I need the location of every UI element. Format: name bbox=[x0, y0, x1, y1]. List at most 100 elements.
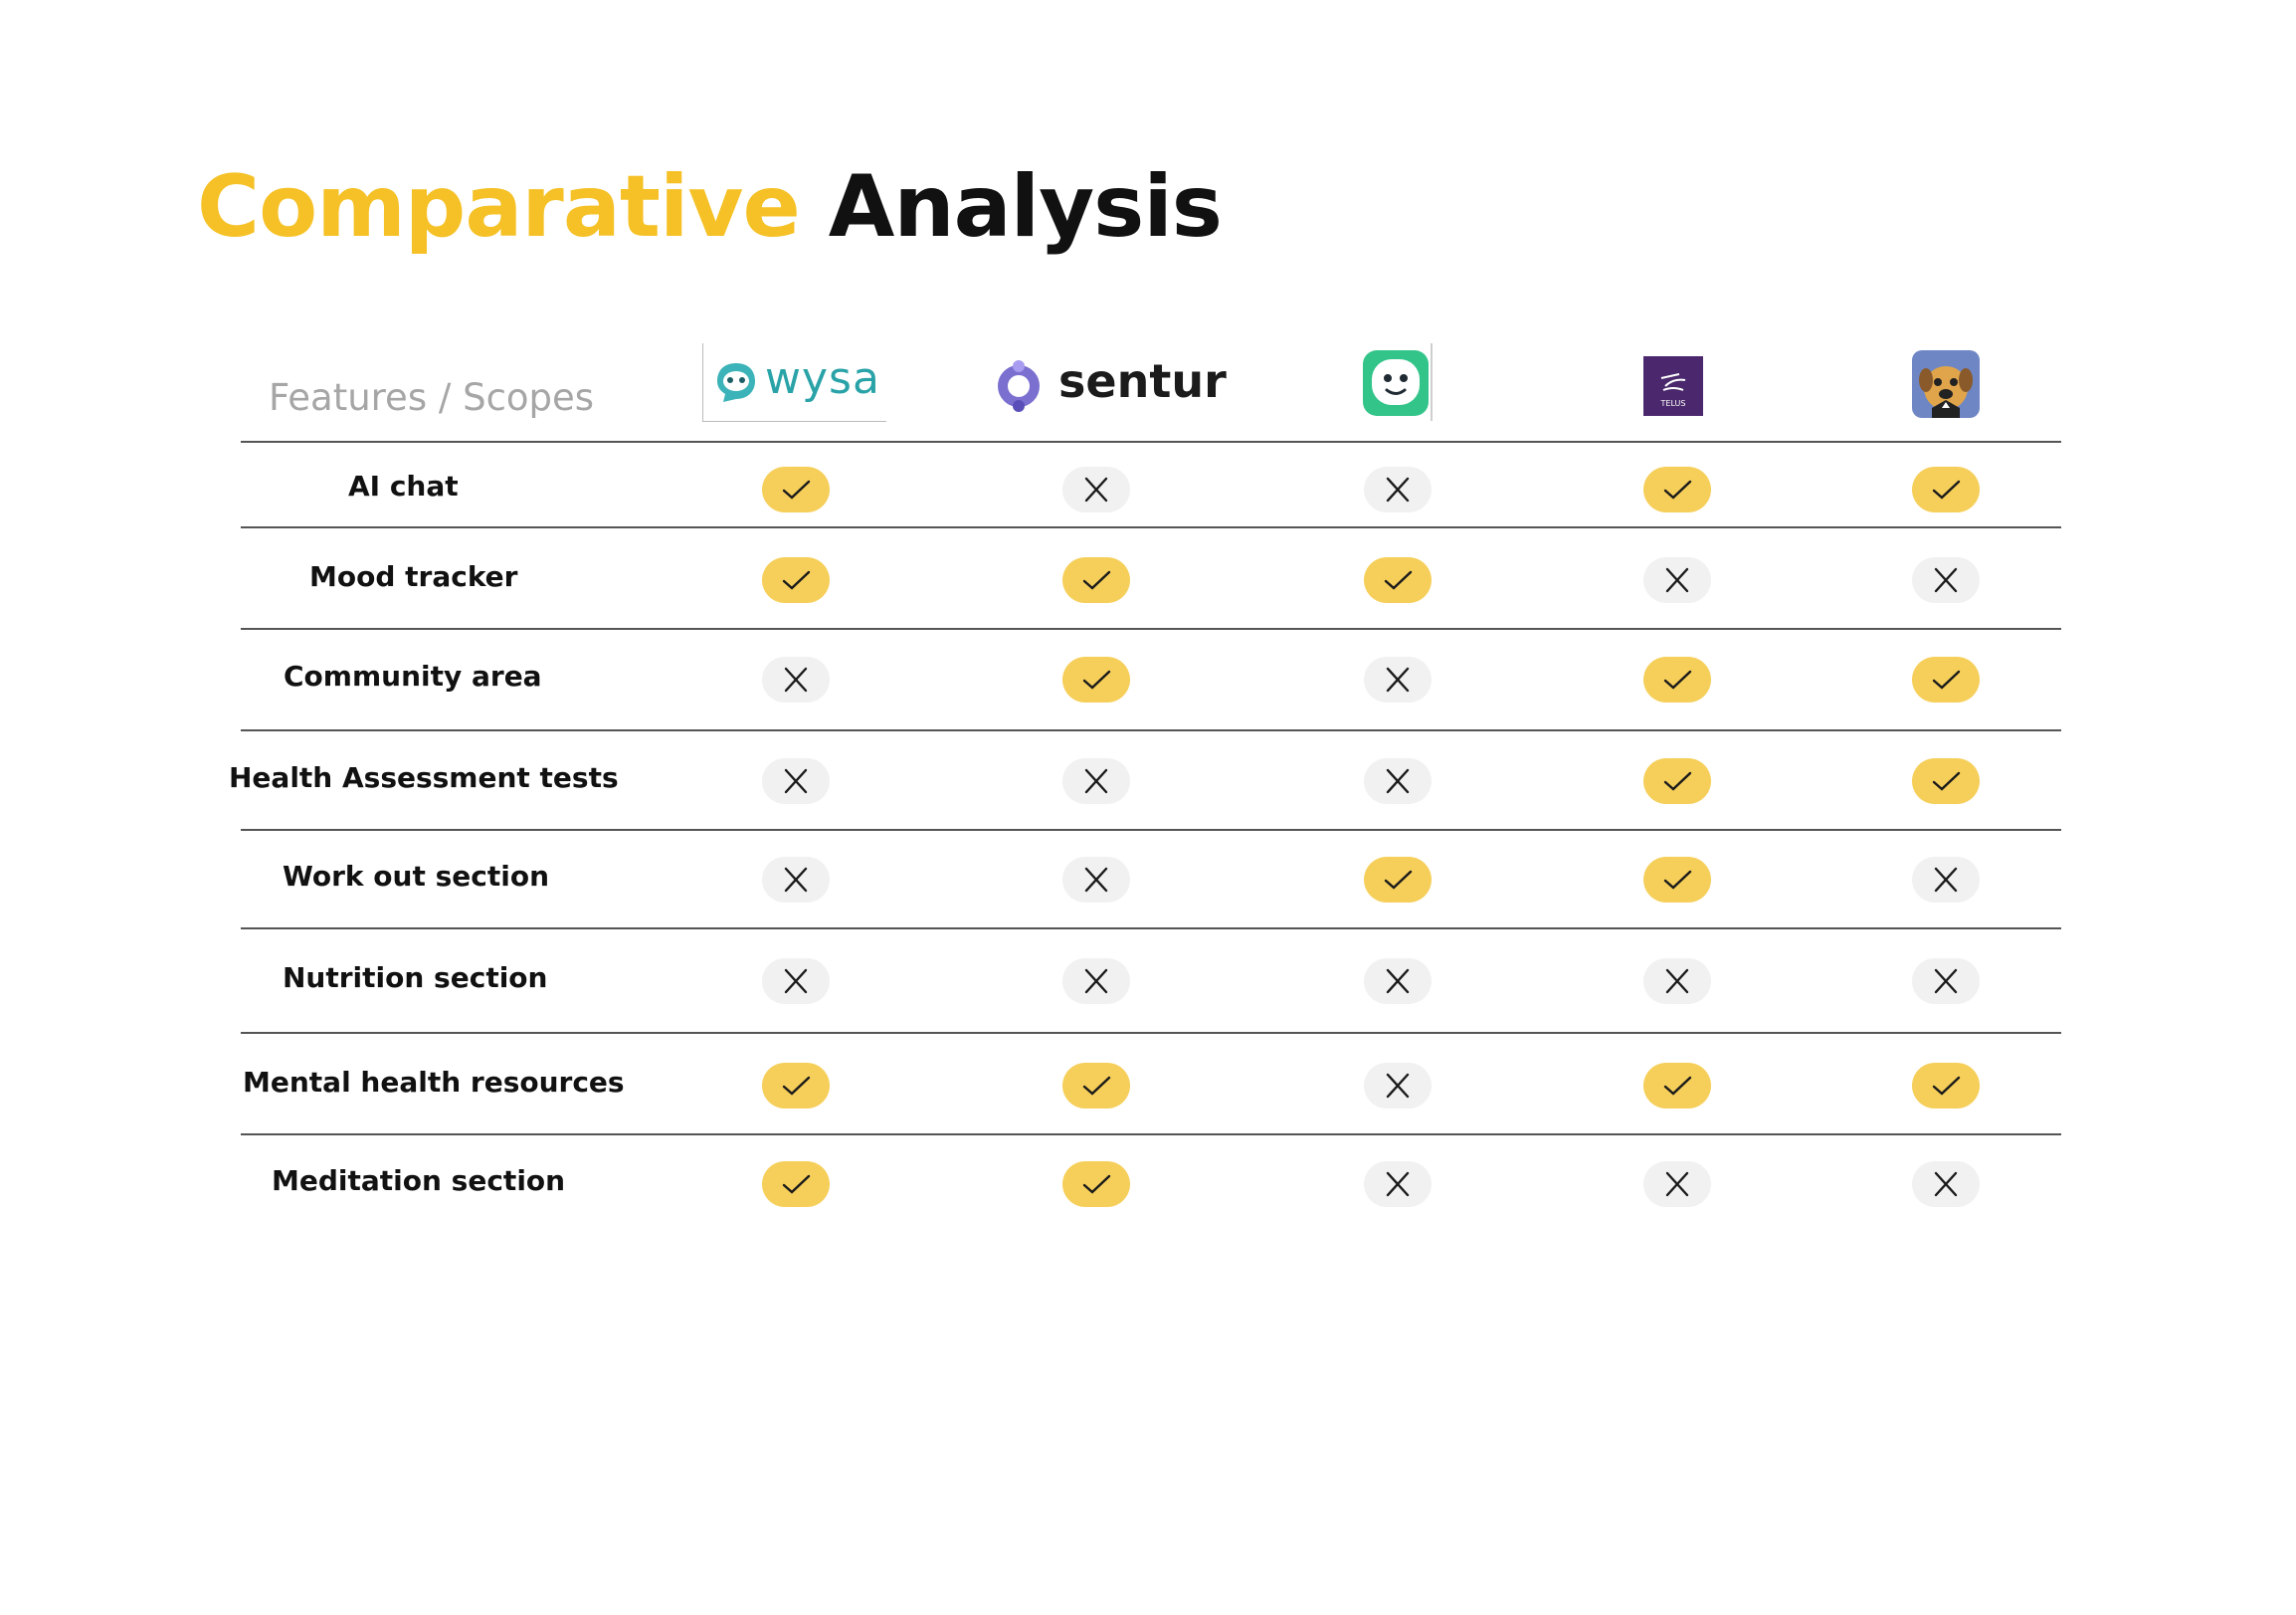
check-icon bbox=[1932, 1076, 1961, 1096]
check-icon bbox=[1663, 1076, 1692, 1096]
cross-cell bbox=[1364, 758, 1432, 804]
check-icon bbox=[782, 1076, 811, 1096]
cross-cell bbox=[1062, 467, 1130, 512]
x-icon bbox=[1084, 867, 1108, 893]
x-icon bbox=[1386, 1073, 1410, 1099]
features-column-header: Features / Scopes bbox=[269, 376, 595, 419]
check-cell bbox=[1643, 1063, 1711, 1109]
feature-label: Nutrition section bbox=[283, 961, 548, 994]
check-icon bbox=[1082, 570, 1111, 590]
row-divider bbox=[241, 1032, 2061, 1034]
cross-cell bbox=[1364, 958, 1432, 1004]
cross-cell bbox=[1364, 1161, 1432, 1207]
cross-cell bbox=[762, 758, 830, 804]
cross-cell bbox=[762, 857, 830, 903]
feature-label: Community area bbox=[284, 660, 542, 693]
check-cell bbox=[1912, 1063, 1980, 1109]
x-icon bbox=[784, 867, 808, 893]
check-cell bbox=[1912, 758, 1980, 804]
x-icon bbox=[1665, 968, 1689, 994]
x-icon bbox=[784, 968, 808, 994]
x-icon bbox=[1386, 1171, 1410, 1197]
row-divider bbox=[241, 441, 2061, 443]
cross-cell bbox=[1062, 758, 1130, 804]
feature-label: Work out section bbox=[283, 860, 550, 893]
check-cell bbox=[1364, 857, 1432, 903]
check-cell bbox=[1643, 857, 1711, 903]
cross-cell bbox=[1912, 857, 1980, 903]
x-icon bbox=[1934, 968, 1958, 994]
check-cell bbox=[1062, 557, 1130, 603]
x-icon bbox=[784, 768, 808, 794]
page-title: Comparative Analysis bbox=[197, 164, 1223, 250]
x-icon bbox=[1084, 477, 1108, 503]
check-icon bbox=[1082, 1076, 1111, 1096]
x-icon bbox=[1386, 667, 1410, 693]
title-word-analysis: Analysis bbox=[828, 157, 1223, 257]
cross-cell bbox=[1364, 657, 1432, 703]
sentur-logo-text: sentur bbox=[1058, 354, 1227, 408]
wysa-logo: wysa bbox=[702, 343, 886, 422]
title-word-comparative: Comparative bbox=[197, 157, 801, 257]
check-cell bbox=[1062, 1063, 1130, 1109]
row-divider bbox=[241, 526, 2061, 528]
check-icon bbox=[1082, 670, 1111, 690]
check-cell bbox=[1912, 467, 1980, 512]
cross-cell bbox=[1643, 958, 1711, 1004]
cross-cell bbox=[1912, 1161, 1980, 1207]
x-icon bbox=[1386, 968, 1410, 994]
row-divider bbox=[241, 729, 2061, 731]
logo-divider bbox=[1431, 343, 1433, 421]
cross-cell bbox=[1062, 958, 1130, 1004]
sentur-ring-icon bbox=[998, 360, 1040, 412]
feature-label: Meditation section bbox=[272, 1164, 566, 1197]
check-icon bbox=[1663, 771, 1692, 791]
x-icon bbox=[1386, 768, 1410, 794]
check-cell bbox=[1643, 657, 1711, 703]
row-divider bbox=[241, 829, 2061, 831]
cross-cell bbox=[1364, 1063, 1432, 1109]
x-icon bbox=[1665, 1171, 1689, 1197]
cross-cell bbox=[1643, 557, 1711, 603]
cross-cell bbox=[1364, 467, 1432, 512]
x-icon bbox=[1934, 867, 1958, 893]
telus-logo-text: TELUS bbox=[1660, 399, 1686, 408]
dog-app-icon bbox=[1912, 350, 1980, 418]
feature-label: Mental health resources bbox=[243, 1066, 625, 1099]
check-icon bbox=[782, 570, 811, 590]
check-icon bbox=[1663, 670, 1692, 690]
feature-label: Mood tracker bbox=[309, 560, 518, 593]
feature-label: Health Assessment tests bbox=[229, 761, 619, 794]
check-icon bbox=[1082, 1174, 1111, 1194]
row-divider bbox=[241, 927, 2061, 929]
check-icon bbox=[1932, 771, 1961, 791]
wysa-mascot-icon bbox=[717, 363, 755, 402]
check-icon bbox=[782, 1174, 811, 1194]
wysa-logo-text: wysa bbox=[765, 353, 880, 404]
cross-cell bbox=[1643, 1161, 1711, 1207]
cross-cell bbox=[1062, 857, 1130, 903]
row-divider bbox=[241, 1133, 2061, 1135]
x-icon bbox=[1934, 1171, 1958, 1197]
feature-label: AI chat bbox=[348, 470, 459, 503]
check-cell bbox=[1062, 1161, 1130, 1207]
check-icon bbox=[1663, 870, 1692, 890]
x-icon bbox=[1665, 567, 1689, 593]
x-icon bbox=[1386, 477, 1410, 503]
x-icon bbox=[1084, 768, 1108, 794]
cross-cell bbox=[762, 958, 830, 1004]
row-divider bbox=[241, 628, 2061, 630]
check-cell bbox=[1062, 657, 1130, 703]
x-icon bbox=[1084, 968, 1108, 994]
check-icon bbox=[1932, 480, 1961, 500]
check-cell bbox=[762, 467, 830, 512]
check-cell bbox=[762, 1063, 830, 1109]
check-icon bbox=[1932, 670, 1961, 690]
green-face-app-icon bbox=[1363, 350, 1429, 416]
check-cell bbox=[762, 1161, 830, 1207]
check-icon bbox=[782, 480, 811, 500]
x-icon bbox=[1934, 567, 1958, 593]
check-cell bbox=[1912, 657, 1980, 703]
check-cell bbox=[1364, 557, 1432, 603]
telus-app-icon: TELUS bbox=[1643, 356, 1703, 416]
